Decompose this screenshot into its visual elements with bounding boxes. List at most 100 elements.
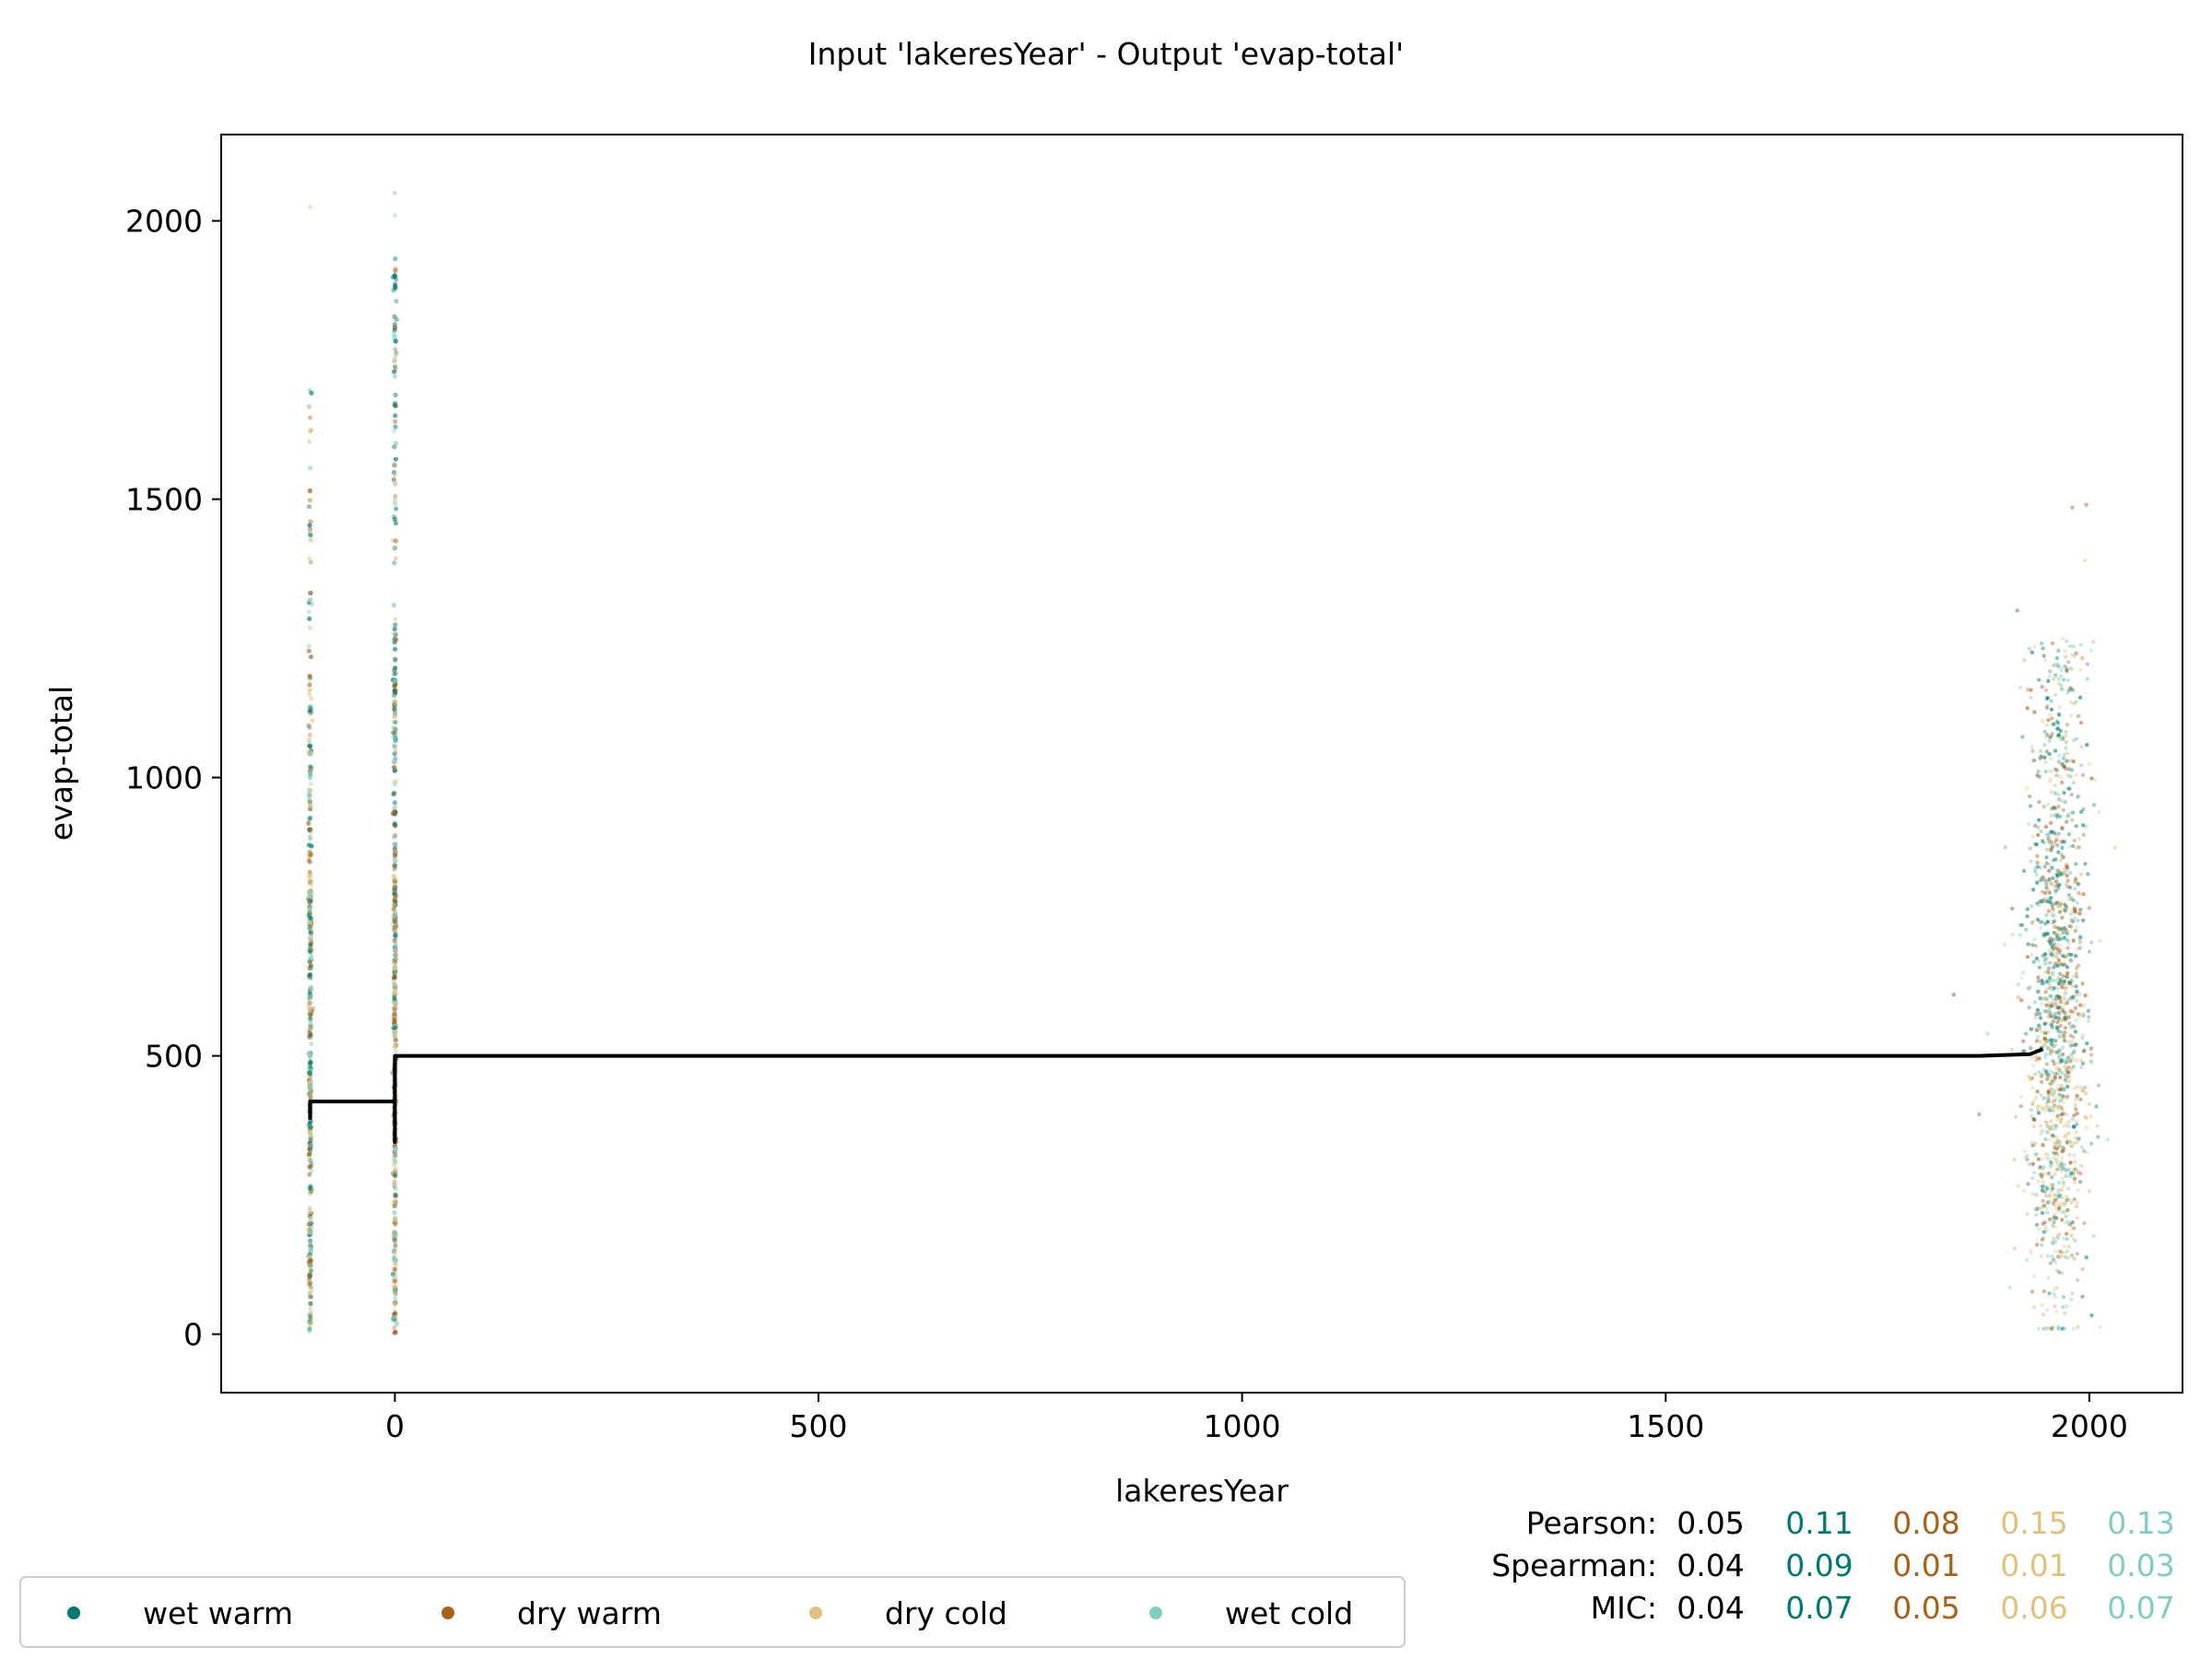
scatter-point [2048,896,2053,900]
scatter-point [2064,1214,2068,1219]
scatter-point [391,742,397,747]
scatter-point [2068,1058,2073,1064]
scatter-point [2056,1181,2062,1185]
scatter-point [2038,865,2042,870]
legend-frame [19,1576,1406,1648]
scatter-point [2073,880,2077,885]
scatter-point [2053,692,2058,697]
scatter-point [2052,1219,2056,1225]
scatter-point [2053,888,2058,893]
scatter-point [2046,1099,2051,1103]
scatter-point [306,439,312,444]
scatter-point [2049,848,2053,853]
scatter-point [2068,1043,2074,1048]
scatter-point [2043,1053,2049,1057]
scatter-point [2054,813,2060,818]
scatter-point [2048,1049,2053,1053]
scatter-point [2069,1039,2075,1044]
scatter-point [2030,952,2034,958]
scatter-point [2051,1038,2055,1042]
scatter-point [2051,1108,2055,1113]
scatter-point [2064,882,2069,887]
scatter-point [2034,1242,2040,1247]
scatter-point [2079,1145,2085,1149]
scatter-point [392,273,397,278]
scatter-point [2076,963,2081,968]
scatter-point [2053,857,2058,862]
scatter-point [2046,678,2051,684]
scatter-point [307,682,312,688]
scatter-point [2078,1058,2084,1063]
scatter-point [394,441,399,446]
scatter-point [2058,737,2064,742]
scatter-point [391,719,397,725]
scatter-point [2065,1084,2070,1089]
scatter-point [2055,1254,2061,1259]
scatter-point [308,205,312,209]
scatter-point [2054,842,2060,848]
scatter-point [2091,803,2097,807]
scatter-point [2035,880,2040,885]
scatter-point [307,1238,313,1243]
scatter-point [2053,1294,2058,1300]
scatter-point [308,1095,313,1101]
scatter-point [2069,1053,2074,1057]
scatter-point [2061,807,2066,813]
scatter-point [2053,1172,2057,1177]
scatter-point [394,779,399,784]
scatter-point [2053,1240,2058,1244]
scatter-point [2063,1220,2067,1225]
scatter-point [2043,1152,2048,1157]
scatter-point [2009,1048,2014,1053]
y-axis-label: evap-total [43,686,79,841]
scatter-point [2046,1046,2051,1051]
scatter-point [2065,678,2071,683]
scatter-point [2077,695,2083,700]
scatter-point [393,887,398,892]
scatter-point [2043,970,2048,974]
scatter-point [2042,1008,2047,1014]
scatter-points-layer [305,191,2117,1335]
scatter-point [308,852,314,857]
scatter-point [2071,1173,2076,1178]
scatter-point [2041,876,2046,880]
scatter-point [2079,1086,2084,1090]
scatter-point [308,1023,313,1029]
scatter-point [2050,830,2054,834]
scatter-point [2050,865,2054,870]
scatter-point [308,942,313,947]
scatter-point [2088,1141,2094,1147]
scatter-point [2068,759,2073,763]
scatter-point [2041,1288,2047,1294]
scatter-point [2057,1034,2062,1039]
scatter-point [392,730,397,735]
scatter-point [393,1218,398,1223]
x-axis-label: lakeresYear [1115,1473,1288,1509]
scatter-point [308,704,313,711]
scatter-point [2049,895,2053,900]
scatter-point [307,1028,312,1033]
scatter-point [2069,792,2074,797]
scatter-point [2060,1176,2065,1181]
scatter-point [2048,1050,2053,1054]
scatter-point [391,1315,396,1321]
scatter-point [2063,955,2067,959]
scatter-point [2036,1023,2041,1028]
scatter-point [2057,882,2062,888]
scatter-point [2043,1030,2049,1035]
scatter-point [393,1329,398,1335]
scatter-point [2069,912,2074,916]
scatter-point [2063,664,2067,669]
scatter-point [2044,882,2049,887]
scatter-point [2040,1188,2045,1193]
scatter-point [2035,1011,2040,1017]
scatter-point [2064,1231,2069,1236]
scatter-point [2066,767,2072,771]
scatter-point [393,622,398,628]
scatter-point [308,1257,313,1264]
scatter-point [2061,954,2065,959]
x-axis: 0 500 1000 1500 2000 [385,1393,2128,1444]
scatter-point [308,519,313,524]
scatter-point [392,800,397,806]
scatter-point [393,1049,399,1054]
